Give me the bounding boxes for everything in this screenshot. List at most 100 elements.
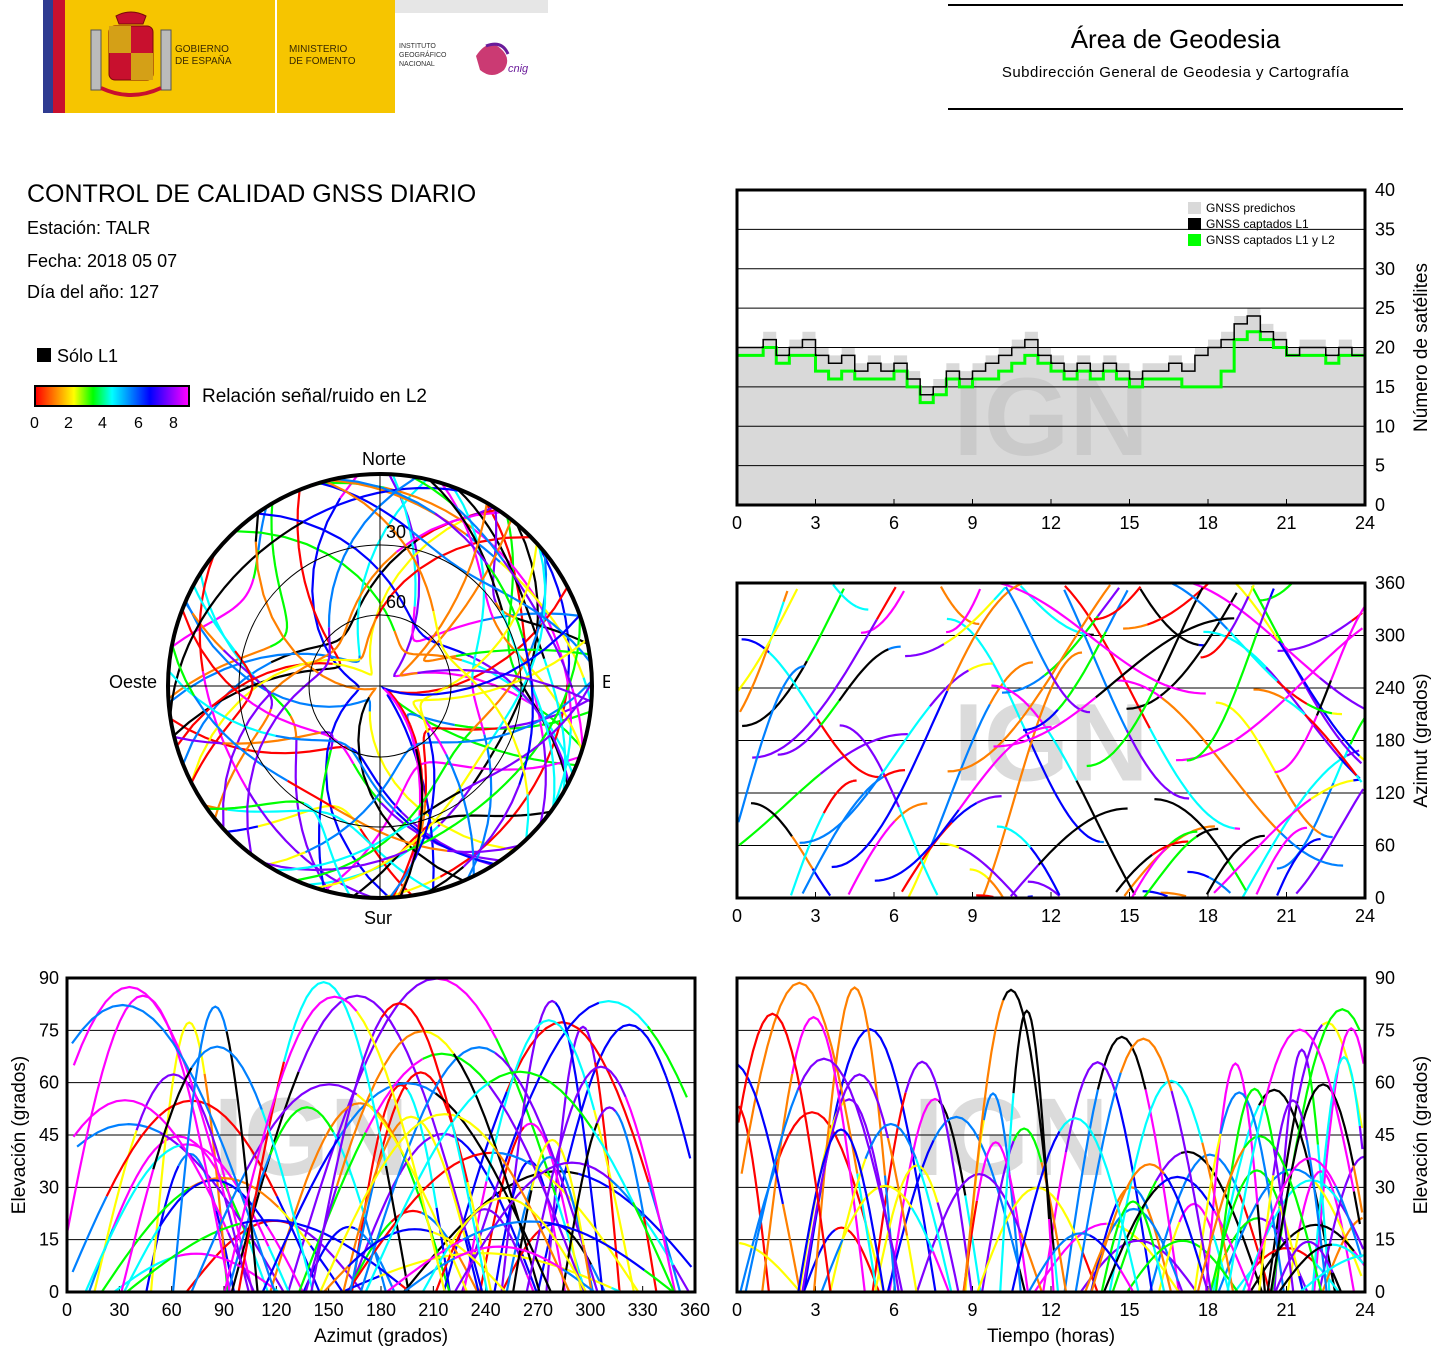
y-tick-label: 15: [1375, 377, 1395, 397]
snr-tick: 6: [134, 415, 143, 432]
skyplot-track: [184, 600, 515, 852]
y-tick-label: 15: [1375, 1230, 1395, 1250]
x-tick-label: 3: [810, 906, 820, 926]
azimuth-track: [738, 733, 908, 846]
elevation-azimuth-track: [536, 1023, 692, 1293]
east-label: Este: [602, 672, 610, 692]
header-logos: GOBIERNO DE ESPAÑA MINISTERIO DE FOMENTO…: [43, 0, 548, 113]
west-label: Oeste: [109, 672, 157, 692]
header-area: Área de Geodesia Subdirección General de…: [948, 0, 1403, 113]
azimuth-track: [1200, 584, 1255, 659]
elevation-time-track: [1090, 1186, 1173, 1293]
azimuth-track: [939, 842, 1018, 898]
x-tick-label: 360: [680, 1300, 710, 1320]
elevation-azimuth-track: [120, 1045, 314, 1293]
snr-tick: 8: [169, 415, 178, 432]
azimuth-track: [1171, 582, 1343, 716]
skyplot-track: [190, 536, 531, 783]
skyplot-track: [184, 601, 274, 820]
series-line-1: [737, 315, 1366, 396]
elevation-time-track: [1090, 1163, 1209, 1293]
elevation-time-tracks: [736, 981, 1366, 1293]
coat-of-arms-icon: [90, 11, 172, 97]
elevation-time-track: [829, 1122, 953, 1293]
azimuth-track: [1027, 880, 1061, 897]
azimuth-tracks: [737, 582, 1366, 899]
x-tick-label: 15: [1119, 513, 1139, 533]
snr-label: Relación señal/ruido en L2: [202, 386, 427, 407]
legend-swatch: [1188, 234, 1201, 246]
divider: [275, 0, 277, 113]
y-tick-label: 60: [1375, 836, 1395, 856]
elevation-time-track: [737, 1012, 832, 1293]
elevation-time-track: [1311, 1055, 1364, 1293]
predicted-area: [737, 308, 1365, 505]
elevation-time-track: [740, 981, 878, 1293]
plot-frame: [735, 581, 1367, 900]
azimuth-track: [742, 588, 845, 728]
azimuth-track: [1295, 788, 1365, 895]
elevation-time-track: [736, 1063, 802, 1293]
skyplot-track: [428, 479, 556, 809]
x-tick-label: 18: [1198, 1300, 1218, 1320]
azimuth-track: [752, 586, 897, 759]
y-tick-label: 300: [1375, 626, 1405, 646]
satellite-count-chart: IGN 0 5 10 15 20 25 30 35 40 0 3 6 9 12 15 18 21 24 Número …: [732, 180, 1432, 533]
azimuth-track: [839, 724, 939, 896]
azimuth-track: [1142, 890, 1168, 898]
y-tick-label: 0: [1375, 888, 1385, 908]
y-axis-label: Azimut (grados): [1411, 673, 1432, 807]
elevation-time-track: [761, 1015, 866, 1293]
skyplot-track: [190, 584, 254, 784]
skyplot-track: [169, 486, 466, 717]
elevation-time-track: [1278, 1243, 1364, 1293]
x-axis-label: Azimut (grados): [314, 1326, 448, 1347]
azimuth-track: [1142, 827, 1219, 899]
y-tick-label: 30: [1375, 259, 1395, 279]
x-tick-label: 0: [732, 1300, 742, 1320]
y-tick-label: 0: [1375, 495, 1385, 515]
elevation-azimuth-track: [226, 1106, 387, 1293]
x-tick-label: 330: [628, 1300, 658, 1320]
south-label: Sur: [364, 908, 392, 928]
azimuth-track: [750, 802, 832, 897]
x-tick-label: 6: [889, 906, 899, 926]
azimuth-track: [945, 588, 982, 634]
skyplot-track: [324, 480, 530, 840]
grey-strip: [395, 0, 548, 13]
azimuth-track: [737, 665, 805, 823]
elevation-time-track: [874, 1164, 960, 1293]
elevation-azimuth-tracks: [66, 977, 693, 1294]
cnig-logo-icon: cnig: [476, 42, 529, 75]
skyplot-track: [399, 502, 592, 703]
legend-entry: GNSS captados L1 y L2: [1206, 233, 1335, 247]
only-l1-label: Sólo L1: [57, 346, 119, 366]
elevation-azimuth-track: [84, 1143, 290, 1293]
x-tick-label: 3: [810, 1300, 820, 1320]
elevation-time-track: [1246, 1157, 1363, 1293]
x-tick-label: 3: [810, 513, 820, 533]
y-tick-label: 30: [1375, 1177, 1395, 1197]
y-tick-label: 5: [1375, 456, 1385, 476]
skyplot-track: [274, 681, 592, 872]
azimuth-track: [1253, 688, 1363, 783]
plot-frame: [735, 976, 1367, 1294]
elevation-time-track: [1148, 1153, 1271, 1293]
ring-label-30: 30: [386, 522, 406, 542]
elevation-time-track: [801, 1073, 918, 1293]
gov-line1: GOBIERNO: [175, 44, 229, 55]
ign-line1: INSTITUTO: [399, 43, 436, 50]
elevation-time-track: [797, 1128, 885, 1293]
elevation-time-track: [1274, 1240, 1343, 1293]
azimuth-track: [1123, 582, 1209, 630]
x-tick-label: 18: [1198, 906, 1218, 926]
azimuth-track: [969, 868, 1004, 898]
gobierno-block: GOBIERNO DE ESPAÑA: [65, 0, 275, 113]
azimuth-track: [1063, 589, 1190, 800]
ministerio-block: MINISTERIO DE FOMENTO: [277, 0, 395, 113]
azimuth-track: [1241, 749, 1360, 898]
azimuth-track: [874, 725, 1052, 882]
azimuth-track: [1139, 588, 1205, 647]
elevation-time-track: [1074, 1037, 1213, 1293]
